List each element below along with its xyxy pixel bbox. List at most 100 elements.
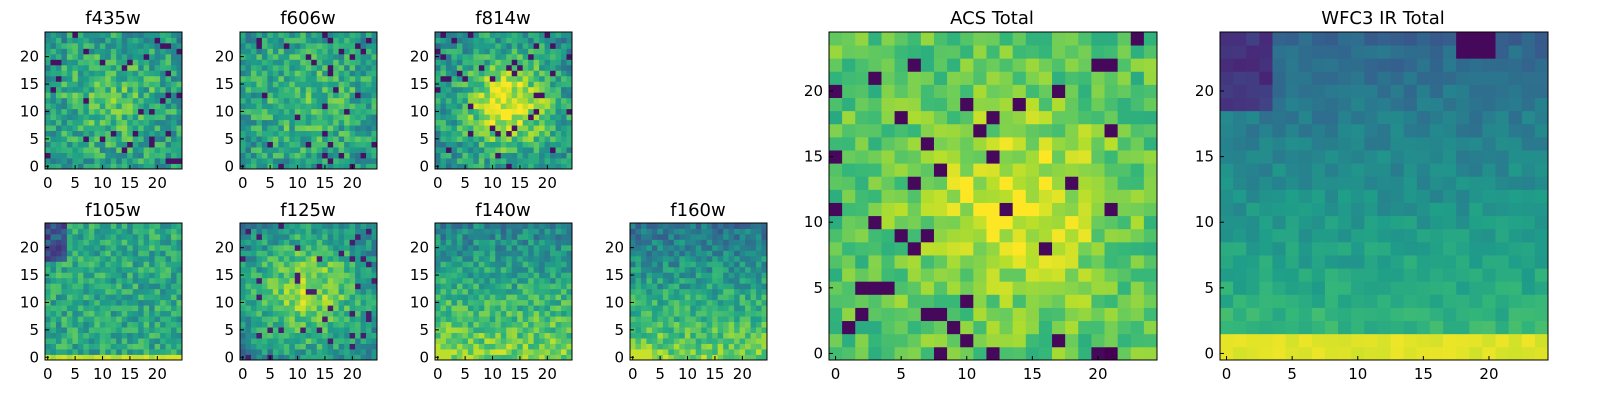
heatmap-cell: [960, 176, 974, 190]
heatmap-cell: [83, 343, 90, 350]
heatmap-cell: [45, 338, 51, 344]
heatmap-cell: [533, 141, 540, 148]
heatmap-cell: [690, 299, 697, 306]
heatmap-cell: [646, 288, 653, 295]
heatmap-cell: [143, 81, 150, 88]
heatmap-cell: [445, 130, 452, 137]
heatmap-cell: [294, 70, 301, 77]
heatmap-cell: [316, 283, 323, 290]
heatmap-cell: [522, 141, 529, 148]
heatmap-cell: [121, 316, 128, 323]
heatmap-cell: [506, 70, 513, 77]
heatmap-cell: [77, 42, 84, 49]
heatmap-cell: [305, 92, 312, 99]
heatmap-cell: [555, 299, 562, 306]
heatmap-cell: [300, 48, 307, 55]
heatmap-cell: [316, 349, 323, 355]
heatmap-cell: [371, 288, 378, 295]
heatmap-cell: [283, 70, 290, 77]
heatmap-cell: [555, 272, 562, 279]
heatmap-cell: [83, 92, 90, 99]
heatmap-cell: [550, 272, 556, 279]
heatmap-cell: [171, 239, 177, 246]
heatmap-cell: [517, 108, 524, 115]
heatmap-cell: [717, 288, 724, 295]
heatmap-cell: [116, 48, 123, 55]
heatmap-cell: [522, 86, 529, 93]
heatmap-cell: [278, 108, 285, 115]
heatmap-cell: [176, 152, 183, 159]
heatmap-cell: [121, 147, 128, 153]
heatmap-cell: [701, 283, 708, 290]
heatmap-cell: [561, 147, 567, 153]
heatmap-cell: [245, 163, 252, 170]
heatmap-cell: [544, 81, 551, 88]
heatmap-cell: [701, 228, 708, 235]
heatmap-cell: [149, 42, 155, 49]
heatmap-cell: [1065, 136, 1079, 151]
heatmap-cell: [261, 223, 268, 229]
heatmap-cell: [316, 239, 323, 246]
heatmap-cell: [105, 244, 112, 251]
heatmap-cell: [360, 288, 367, 295]
heatmap-cell: [668, 223, 675, 229]
heatmap-cell: [635, 343, 642, 350]
heatmap-cell: [327, 81, 334, 88]
heatmap-cell: [1078, 215, 1092, 230]
heatmap-cell: [160, 152, 166, 159]
heatmap-cell: [272, 108, 279, 115]
heatmap-cell: [756, 283, 762, 290]
heatmap-cell: [371, 316, 378, 323]
heatmap-cell: [750, 272, 757, 279]
heatmap-cell: [561, 255, 567, 262]
heatmap-cell: [61, 233, 68, 240]
heatmap-cell: [761, 239, 768, 246]
heatmap-cell: [371, 75, 378, 82]
heatmap-cell: [176, 108, 183, 115]
heatmap-cell: [894, 320, 909, 335]
heatmap-cell: [55, 228, 62, 235]
heatmap-cell: [522, 233, 529, 240]
heatmap-cell: [761, 343, 768, 350]
heatmap-cell: [522, 316, 529, 323]
heatmap-cell: [143, 158, 150, 164]
heatmap-cell: [171, 299, 177, 306]
heatmap-cell: [728, 332, 735, 339]
heatmap-cell: [999, 346, 1014, 361]
heatmap-cell: [462, 97, 469, 104]
heatmap-cell: [272, 48, 279, 55]
heatmap-cell: [451, 130, 458, 137]
heatmap-cell: [333, 152, 340, 159]
heatmap-cell: [171, 70, 177, 77]
heatmap-cell: [99, 277, 106, 284]
heatmap-cell: [143, 294, 150, 301]
heatmap-cell: [478, 310, 485, 317]
heatmap-cell: [176, 327, 183, 333]
heatmap-cell: [561, 53, 567, 60]
heatmap-cell: [728, 338, 735, 344]
x-tick-label: 10: [678, 365, 697, 383]
heatmap-cell: [160, 64, 166, 71]
heatmap-cell: [283, 338, 290, 344]
heatmap-cell: [300, 147, 307, 153]
heatmap-cell: [127, 239, 134, 246]
panel-title: f105w: [85, 200, 140, 221]
heatmap-cell: [289, 255, 296, 262]
heatmap-cell: [327, 349, 334, 355]
heatmap-cell: [539, 343, 545, 350]
heatmap-cell: [278, 288, 285, 295]
heatmap-cell: [61, 288, 68, 295]
heatmap-cell: [366, 277, 372, 284]
heatmap-cell: [550, 266, 556, 273]
heatmap-cell: [495, 125, 502, 132]
heatmap-cell: [679, 283, 686, 290]
heatmap-cell: [94, 119, 101, 126]
heatmap-cell: [289, 81, 296, 88]
heatmap-cell: [947, 123, 961, 138]
heatmap-cell: [673, 288, 680, 295]
heatmap-cell: [267, 305, 274, 312]
heatmap-cell: [712, 332, 719, 339]
heatmap-cell: [533, 272, 540, 279]
heatmap-cell: [245, 103, 252, 110]
heatmap-cell: [311, 130, 318, 137]
